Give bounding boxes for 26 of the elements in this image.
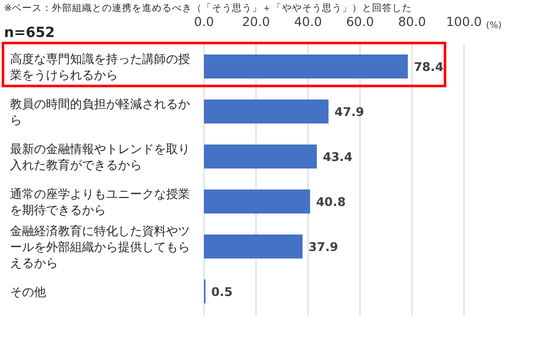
y-tick-label: 教員の時間的負担が軽減されるから — [10, 96, 190, 128]
bar — [204, 100, 329, 124]
x-tick-label: 20.0 — [242, 14, 270, 29]
data-label: 37.9 — [308, 240, 338, 254]
x-tick-label: 0.0 — [194, 14, 214, 29]
text: n=652 — [4, 25, 55, 41]
bar — [204, 54, 408, 78]
data-label: 40.8 — [316, 195, 346, 209]
x-axis-title: (%) — [486, 21, 502, 31]
data-label: 43.4 — [322, 150, 352, 164]
y-tick-label: その他 — [10, 284, 47, 300]
y-tick-label: 通常の座学よりもユニークな授業を期待できるから — [10, 186, 190, 218]
bar — [204, 190, 310, 214]
bar — [204, 234, 303, 258]
data-label: 47.9 — [334, 105, 364, 119]
x-tick-label: 100.0 — [446, 14, 482, 29]
data-label: 78.4 — [414, 60, 444, 74]
data-label: 0.5 — [211, 285, 233, 299]
bar — [204, 144, 317, 168]
chart-title: ※ベース：外部組織との連携を進めるべき（「そう思う」＋「ややそう思う」）と回答した — [4, 2, 412, 15]
y-tick-label: 最新の金融情報やトレンドを取り入れた教育ができるから — [10, 140, 190, 174]
x-tick-label: 80.0 — [398, 14, 426, 29]
y-tick-label: 高度な専門知識を持った講師の授業をうけられるから — [10, 50, 190, 84]
x-tick-label: 40.0 — [294, 14, 322, 29]
y-tick-label: 金融経済教育に特化した資料やツールを外部組織から提供してもらえるから — [10, 224, 190, 270]
x-tick-label: 60.0 — [346, 14, 374, 29]
